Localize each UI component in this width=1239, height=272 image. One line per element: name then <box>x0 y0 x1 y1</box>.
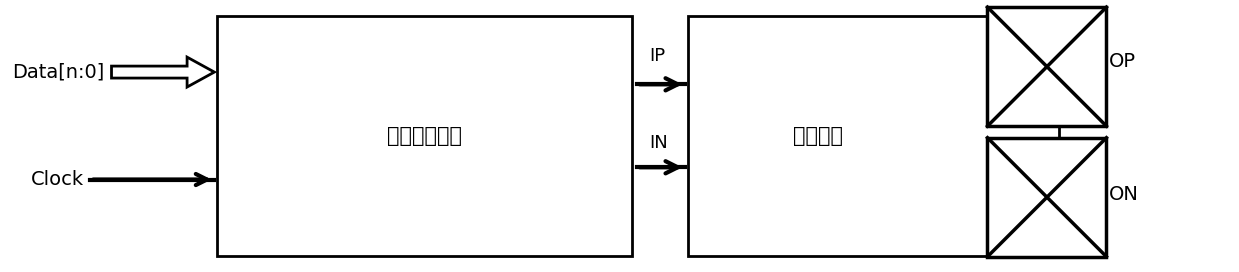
Text: Data[n:0]: Data[n:0] <box>12 63 104 82</box>
Bar <box>217 16 632 256</box>
Bar <box>688 16 1059 256</box>
Text: 驱动电路: 驱动电路 <box>793 126 843 146</box>
Text: OP: OP <box>1109 52 1136 71</box>
Text: IP: IP <box>649 47 665 65</box>
Polygon shape <box>112 57 214 87</box>
Bar <box>987 7 1106 126</box>
Text: 数据处理电路: 数据处理电路 <box>388 126 462 146</box>
Text: IN: IN <box>649 134 668 152</box>
Text: Clock: Clock <box>31 170 84 189</box>
Text: ON: ON <box>1109 185 1139 204</box>
Bar <box>987 138 1106 257</box>
